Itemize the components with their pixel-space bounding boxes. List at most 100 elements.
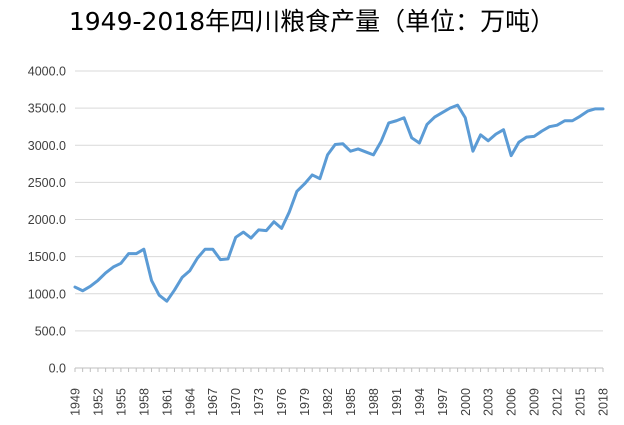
x-tick-label: 1958 <box>137 388 151 416</box>
x-tick-label: 1976 <box>275 388 289 416</box>
x-axis <box>74 367 604 372</box>
data-point <box>525 136 528 139</box>
data-point <box>181 276 184 279</box>
y-axis-tick-labels: 0.0 500.0 1000.0 1500.0 2000.0 2500.0 3000.0 35… <box>28 65 66 376</box>
x-tick-label: 2012 <box>551 388 565 416</box>
y-tick-label: 3000.0 <box>28 139 66 153</box>
data-point <box>341 142 344 145</box>
y-tick-label: 500.0 <box>35 324 66 338</box>
data-point <box>502 128 505 131</box>
data-point <box>594 107 597 110</box>
data-point <box>494 133 497 136</box>
series-line <box>73 103 605 303</box>
data-point <box>586 110 589 113</box>
data-point <box>563 119 566 122</box>
data-point <box>96 279 99 282</box>
data-point <box>456 104 459 107</box>
data-point <box>173 289 176 292</box>
data-point <box>89 285 92 288</box>
data-point <box>288 211 291 214</box>
y-tick-label: 4000.0 <box>28 65 66 79</box>
data-point <box>104 271 107 274</box>
data-point <box>142 248 145 251</box>
data-point <box>410 136 413 139</box>
x-tick-label: 1982 <box>321 388 335 416</box>
data-point <box>242 231 245 234</box>
x-tick-label: 2015 <box>574 388 588 416</box>
y-tick-label: 2000.0 <box>28 213 66 227</box>
data-point <box>510 154 513 157</box>
x-tick-label: 1949 <box>69 388 83 416</box>
data-point <box>265 229 268 232</box>
chart-title: 1949-2018年四川粮食产量（单位：万吨） <box>68 7 556 36</box>
data-point <box>479 133 482 136</box>
data-point <box>441 111 444 114</box>
x-tick-label: 1964 <box>183 388 197 416</box>
x-tick-label: 2009 <box>528 388 542 416</box>
series-layer <box>73 103 605 303</box>
data-point <box>318 177 321 180</box>
x-axis-tick-labels: 1949 1952 1955 1958 1961 1964 1967 1970 1973 1976… <box>69 388 611 416</box>
data-point <box>311 173 314 176</box>
x-tick-label: 1952 <box>91 388 105 416</box>
data-point <box>418 142 421 145</box>
data-point <box>571 119 574 122</box>
x-tick-label: 2018 <box>597 388 611 416</box>
data-point <box>387 121 390 124</box>
data-point <box>112 266 115 269</box>
data-point <box>487 139 490 142</box>
data-point <box>204 248 207 251</box>
data-point <box>250 237 253 240</box>
data-point <box>150 279 153 282</box>
data-point <box>471 150 474 153</box>
data-point <box>433 116 436 119</box>
data-point <box>119 262 122 265</box>
data-point <box>548 125 551 128</box>
data-point <box>579 115 582 118</box>
data-point <box>295 190 298 193</box>
data-point <box>303 182 306 185</box>
data-point <box>426 123 429 126</box>
data-point <box>188 269 191 272</box>
x-tick-label: 1961 <box>160 388 174 416</box>
data-point <box>234 236 237 239</box>
data-point <box>334 143 337 146</box>
data-point <box>158 294 161 297</box>
data-point <box>380 140 383 143</box>
data-point <box>326 153 329 156</box>
x-tick-label: 1988 <box>367 388 381 416</box>
data-point <box>81 289 84 292</box>
x-tick-label: 1970 <box>229 388 243 416</box>
x-tick-label: 1997 <box>436 388 450 416</box>
data-point <box>517 141 520 144</box>
data-point <box>403 116 406 119</box>
data-point <box>74 286 77 289</box>
y-tick-label: 3500.0 <box>28 102 66 116</box>
x-tick-label: 1991 <box>390 388 404 416</box>
y-tick-label: 1500.0 <box>28 250 66 264</box>
x-tick-label: 1955 <box>114 388 128 416</box>
data-point <box>372 153 375 156</box>
data-point <box>395 119 398 122</box>
data-point <box>448 107 451 110</box>
data-point <box>556 124 559 127</box>
x-tick-label: 1979 <box>298 388 312 416</box>
data-point <box>364 150 367 153</box>
data-point <box>280 227 283 230</box>
y-tick-label: 2500.0 <box>28 176 66 190</box>
x-tick-label: 1985 <box>344 388 358 416</box>
x-tick-label: 1973 <box>252 388 266 416</box>
y-tick-label: 1000.0 <box>28 287 66 301</box>
data-point <box>227 257 230 260</box>
x-tick-label: 2003 <box>482 388 496 416</box>
data-point <box>357 147 360 150</box>
data-point <box>219 258 222 261</box>
data-point <box>135 252 138 255</box>
data-point <box>257 228 260 231</box>
data-point <box>464 116 467 119</box>
data-point <box>165 300 168 303</box>
x-tick-label: 2000 <box>459 388 473 416</box>
x-tick-label: 2006 <box>505 388 519 416</box>
data-point <box>533 135 536 138</box>
